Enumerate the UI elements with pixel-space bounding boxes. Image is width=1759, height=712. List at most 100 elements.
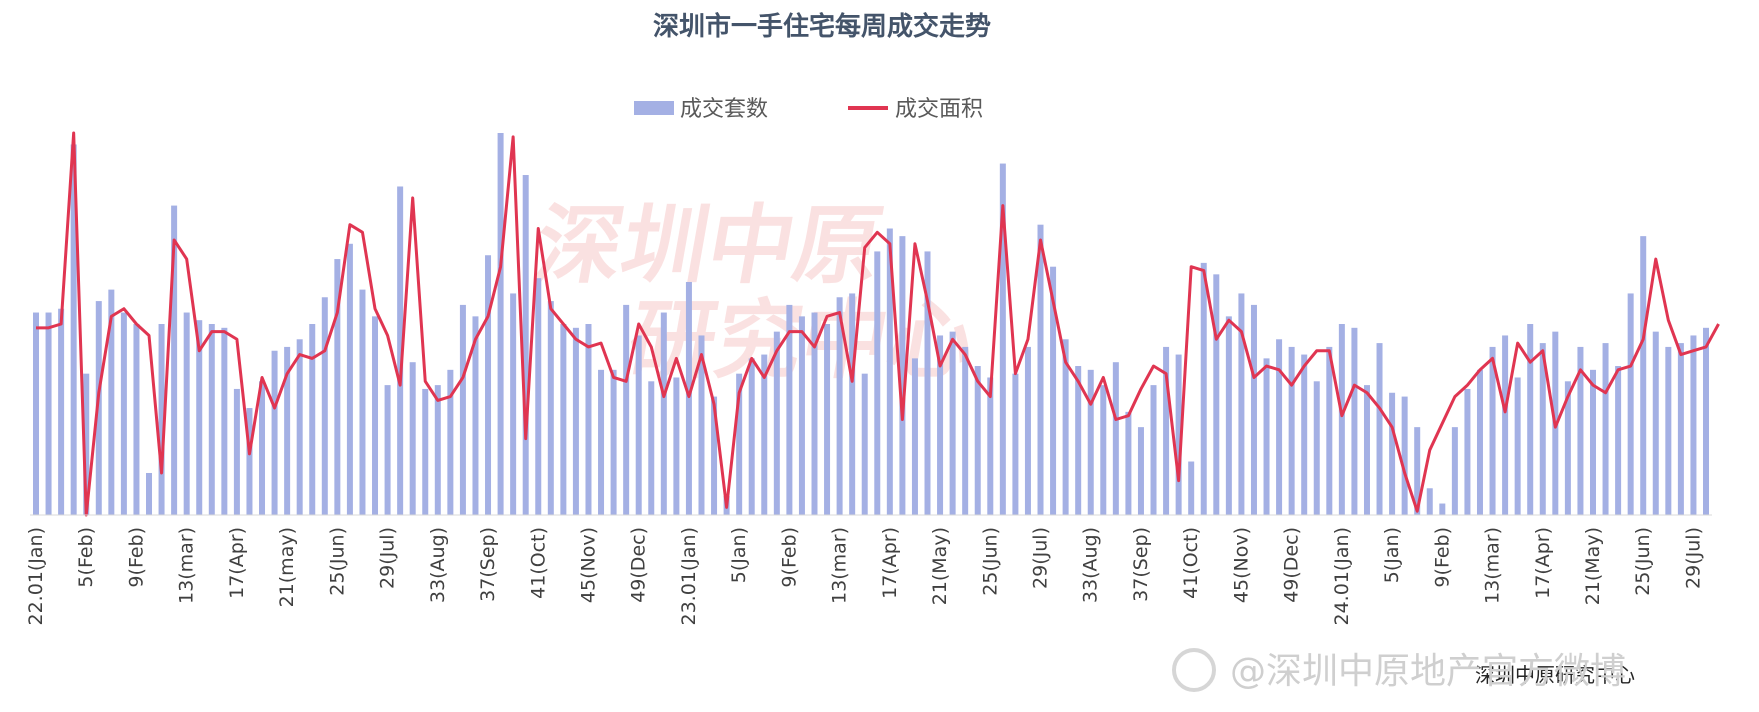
x-tick-label: 41(Oct) (1180, 527, 1202, 599)
bar (296, 339, 303, 515)
bar (623, 304, 630, 515)
bar (736, 373, 743, 515)
bar (924, 251, 931, 516)
bar (698, 335, 705, 515)
bar (1125, 411, 1132, 515)
bar (1363, 385, 1370, 515)
bar (1263, 358, 1270, 515)
bar (1502, 335, 1509, 515)
bar (585, 324, 592, 515)
x-tick-label: 13(mar) (829, 527, 851, 604)
bar (1677, 343, 1684, 515)
bar (83, 373, 90, 515)
bar (748, 358, 755, 515)
bar (1087, 369, 1094, 515)
x-tick-label: 41(Oct) (527, 527, 549, 599)
bar (1539, 343, 1546, 515)
bar (1288, 346, 1295, 515)
bar (271, 350, 278, 515)
legend-swatch-bars (634, 101, 674, 115)
x-tick-label: 17(Apr) (226, 527, 248, 599)
bar (1615, 366, 1622, 515)
bar (886, 228, 893, 515)
bar (1690, 335, 1697, 515)
bar (1514, 377, 1521, 515)
bar (459, 304, 466, 515)
bar (849, 293, 856, 515)
area-line (36, 131, 1720, 517)
x-tick-label: 25(Jun) (979, 527, 1001, 596)
bar (359, 289, 366, 515)
bar (485, 255, 492, 516)
bar (1577, 346, 1584, 515)
bar (987, 377, 994, 515)
bar (572, 327, 579, 515)
x-tick-label: 33(Aug) (427, 527, 449, 603)
bar (422, 388, 429, 515)
bar (397, 186, 404, 516)
bar (472, 316, 479, 515)
bar (158, 324, 165, 515)
bar (861, 373, 868, 515)
x-tick-label: 13(mar) (176, 527, 198, 604)
x-tick-label: 21(may) (276, 527, 298, 607)
bar (447, 369, 454, 515)
bar (811, 312, 818, 515)
bar (108, 289, 115, 515)
x-tick-label: 25(Jun) (326, 527, 348, 596)
x-tick-label: 17(Apr) (1532, 527, 1554, 599)
bar (58, 308, 65, 515)
bar (962, 346, 969, 515)
weibo-icon (1172, 648, 1216, 692)
legend: 成交套数 成交面积 (634, 97, 983, 122)
bar (1627, 293, 1634, 515)
bar (1389, 392, 1396, 515)
bar (1451, 427, 1458, 515)
x-tick-label: 5(Jan) (1381, 527, 1403, 583)
x-tick-label: 5(Jan) (728, 527, 750, 583)
x-tick-label: 17(Apr) (879, 527, 901, 599)
bar (1589, 369, 1596, 515)
bar (937, 335, 944, 515)
x-tick-label: 21(May) (1582, 527, 1604, 605)
bar (33, 312, 39, 515)
bar (146, 472, 153, 515)
bar (1489, 346, 1496, 515)
bar (171, 205, 178, 515)
x-tick-label: 45(Nov) (577, 527, 599, 603)
bar (1213, 274, 1220, 515)
bar (1225, 316, 1232, 515)
bar (208, 324, 215, 515)
bar (648, 381, 655, 515)
x-tick-label: 29(Jul) (1030, 527, 1052, 589)
bar (1024, 346, 1031, 515)
x-tick-label: 49(Dec) (628, 527, 650, 603)
bar (761, 354, 768, 515)
x-tick-label: 5(Feb) (75, 527, 97, 588)
bar (321, 297, 328, 515)
bar (284, 346, 291, 515)
bar (1476, 369, 1483, 515)
x-tick-label: 9(Feb) (1431, 527, 1453, 588)
x-tick-label: 13(mar) (1482, 527, 1504, 604)
x-tick-label: 23.01(Jan) (678, 527, 700, 626)
bar (1112, 362, 1119, 515)
bar (45, 312, 52, 515)
bar (434, 385, 441, 515)
x-tick-label: 22.01(Jan) (25, 527, 47, 626)
bar (133, 324, 140, 515)
bar (660, 312, 667, 515)
bar (1200, 262, 1207, 515)
bar (120, 312, 127, 515)
bar (309, 324, 316, 515)
x-tick-label: 29(Jul) (1682, 527, 1704, 589)
bar (1037, 224, 1044, 515)
bar (786, 304, 793, 515)
bar (1301, 354, 1308, 515)
bar (510, 293, 517, 515)
bar (798, 316, 805, 515)
x-tick-label: 33(Aug) (1080, 527, 1102, 603)
bar (1062, 339, 1069, 515)
bar (1439, 503, 1446, 515)
